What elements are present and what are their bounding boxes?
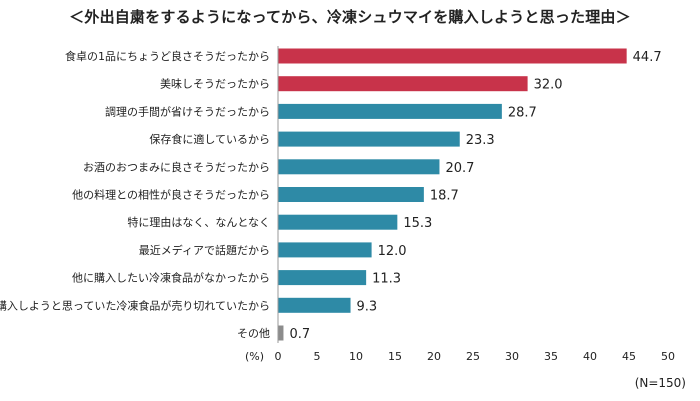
x-tick-label: 45	[622, 350, 636, 363]
category-label: 保存食に適しているから	[149, 132, 270, 146]
x-tick-label: 50	[661, 350, 675, 363]
value-label: 44.7	[633, 50, 662, 65]
value-label: 11.3	[372, 272, 401, 287]
bar	[278, 76, 528, 92]
category-label: 他の料理との相性が良さそうだったから	[72, 188, 270, 202]
bar	[278, 131, 460, 147]
sample-size-note: (N=150)	[634, 376, 686, 390]
bar	[278, 159, 440, 175]
x-tick-label: 10	[349, 350, 363, 363]
value-label: 32.0	[534, 78, 563, 93]
category-label: 最近メディアで話題だから	[139, 243, 270, 257]
bar	[278, 325, 284, 341]
x-unit-label: (%)	[245, 350, 264, 363]
category-label: 他に購入したい冷凍食品がなかったから	[72, 271, 270, 285]
bars	[278, 48, 627, 341]
bar	[278, 214, 398, 230]
category-label: 特に理由はなく、なんとなく	[127, 215, 270, 229]
value-label: 12.0	[378, 244, 407, 259]
value-label: 15.3	[403, 216, 432, 231]
bar	[278, 297, 351, 313]
x-tick-label: 20	[427, 350, 441, 363]
bar	[278, 48, 627, 64]
value-label: 28.7	[508, 105, 537, 120]
category-label: 食卓の1品にちょうど良さそうだったから	[65, 49, 270, 63]
x-tick-label: 30	[505, 350, 519, 363]
bar	[278, 187, 424, 202]
x-tick-label: 5	[314, 350, 321, 363]
category-labels: 食卓の1品にちょうど良さそうだったから美味しそうだったから調理の手間が省けそうだ…	[0, 49, 270, 340]
bar	[278, 270, 367, 286]
category-label: その他	[237, 327, 270, 340]
category-label: 調理の手間が省けそうだったから	[105, 104, 270, 118]
x-tick-label: 35	[544, 350, 558, 363]
x-tick-label: 25	[466, 350, 480, 363]
value-label: 0.7	[289, 327, 310, 342]
chart-title: ＜外出自粛をするようになってから、冷凍シュウマイを購入しようと思った理由＞	[69, 8, 631, 26]
x-tick-label: 40	[583, 350, 597, 363]
bar	[278, 103, 502, 119]
x-tick-label: 0	[275, 350, 282, 363]
category-label: 美味しそうだったから	[160, 78, 270, 91]
bar	[278, 242, 372, 258]
x-tick-label: 15	[388, 350, 402, 363]
x-tick-labels: 0 5 10 15 20 25 30 35 40 45 50	[275, 350, 676, 363]
category-label: 購入しようと思っていた冷凍食品が売り切れていたから	[0, 298, 270, 312]
category-label: お酒のおつまみに良さそうだったから	[83, 160, 270, 174]
value-label: 20.7	[445, 161, 474, 176]
value-label: 23.3	[466, 133, 495, 148]
value-labels: 44.7 32.0 28.7 23.3 20.7 18.7 15.3 12.0 11.3 9.3 0…	[289, 50, 661, 342]
value-label: 9.3	[357, 299, 378, 314]
value-label: 18.7	[430, 189, 459, 204]
